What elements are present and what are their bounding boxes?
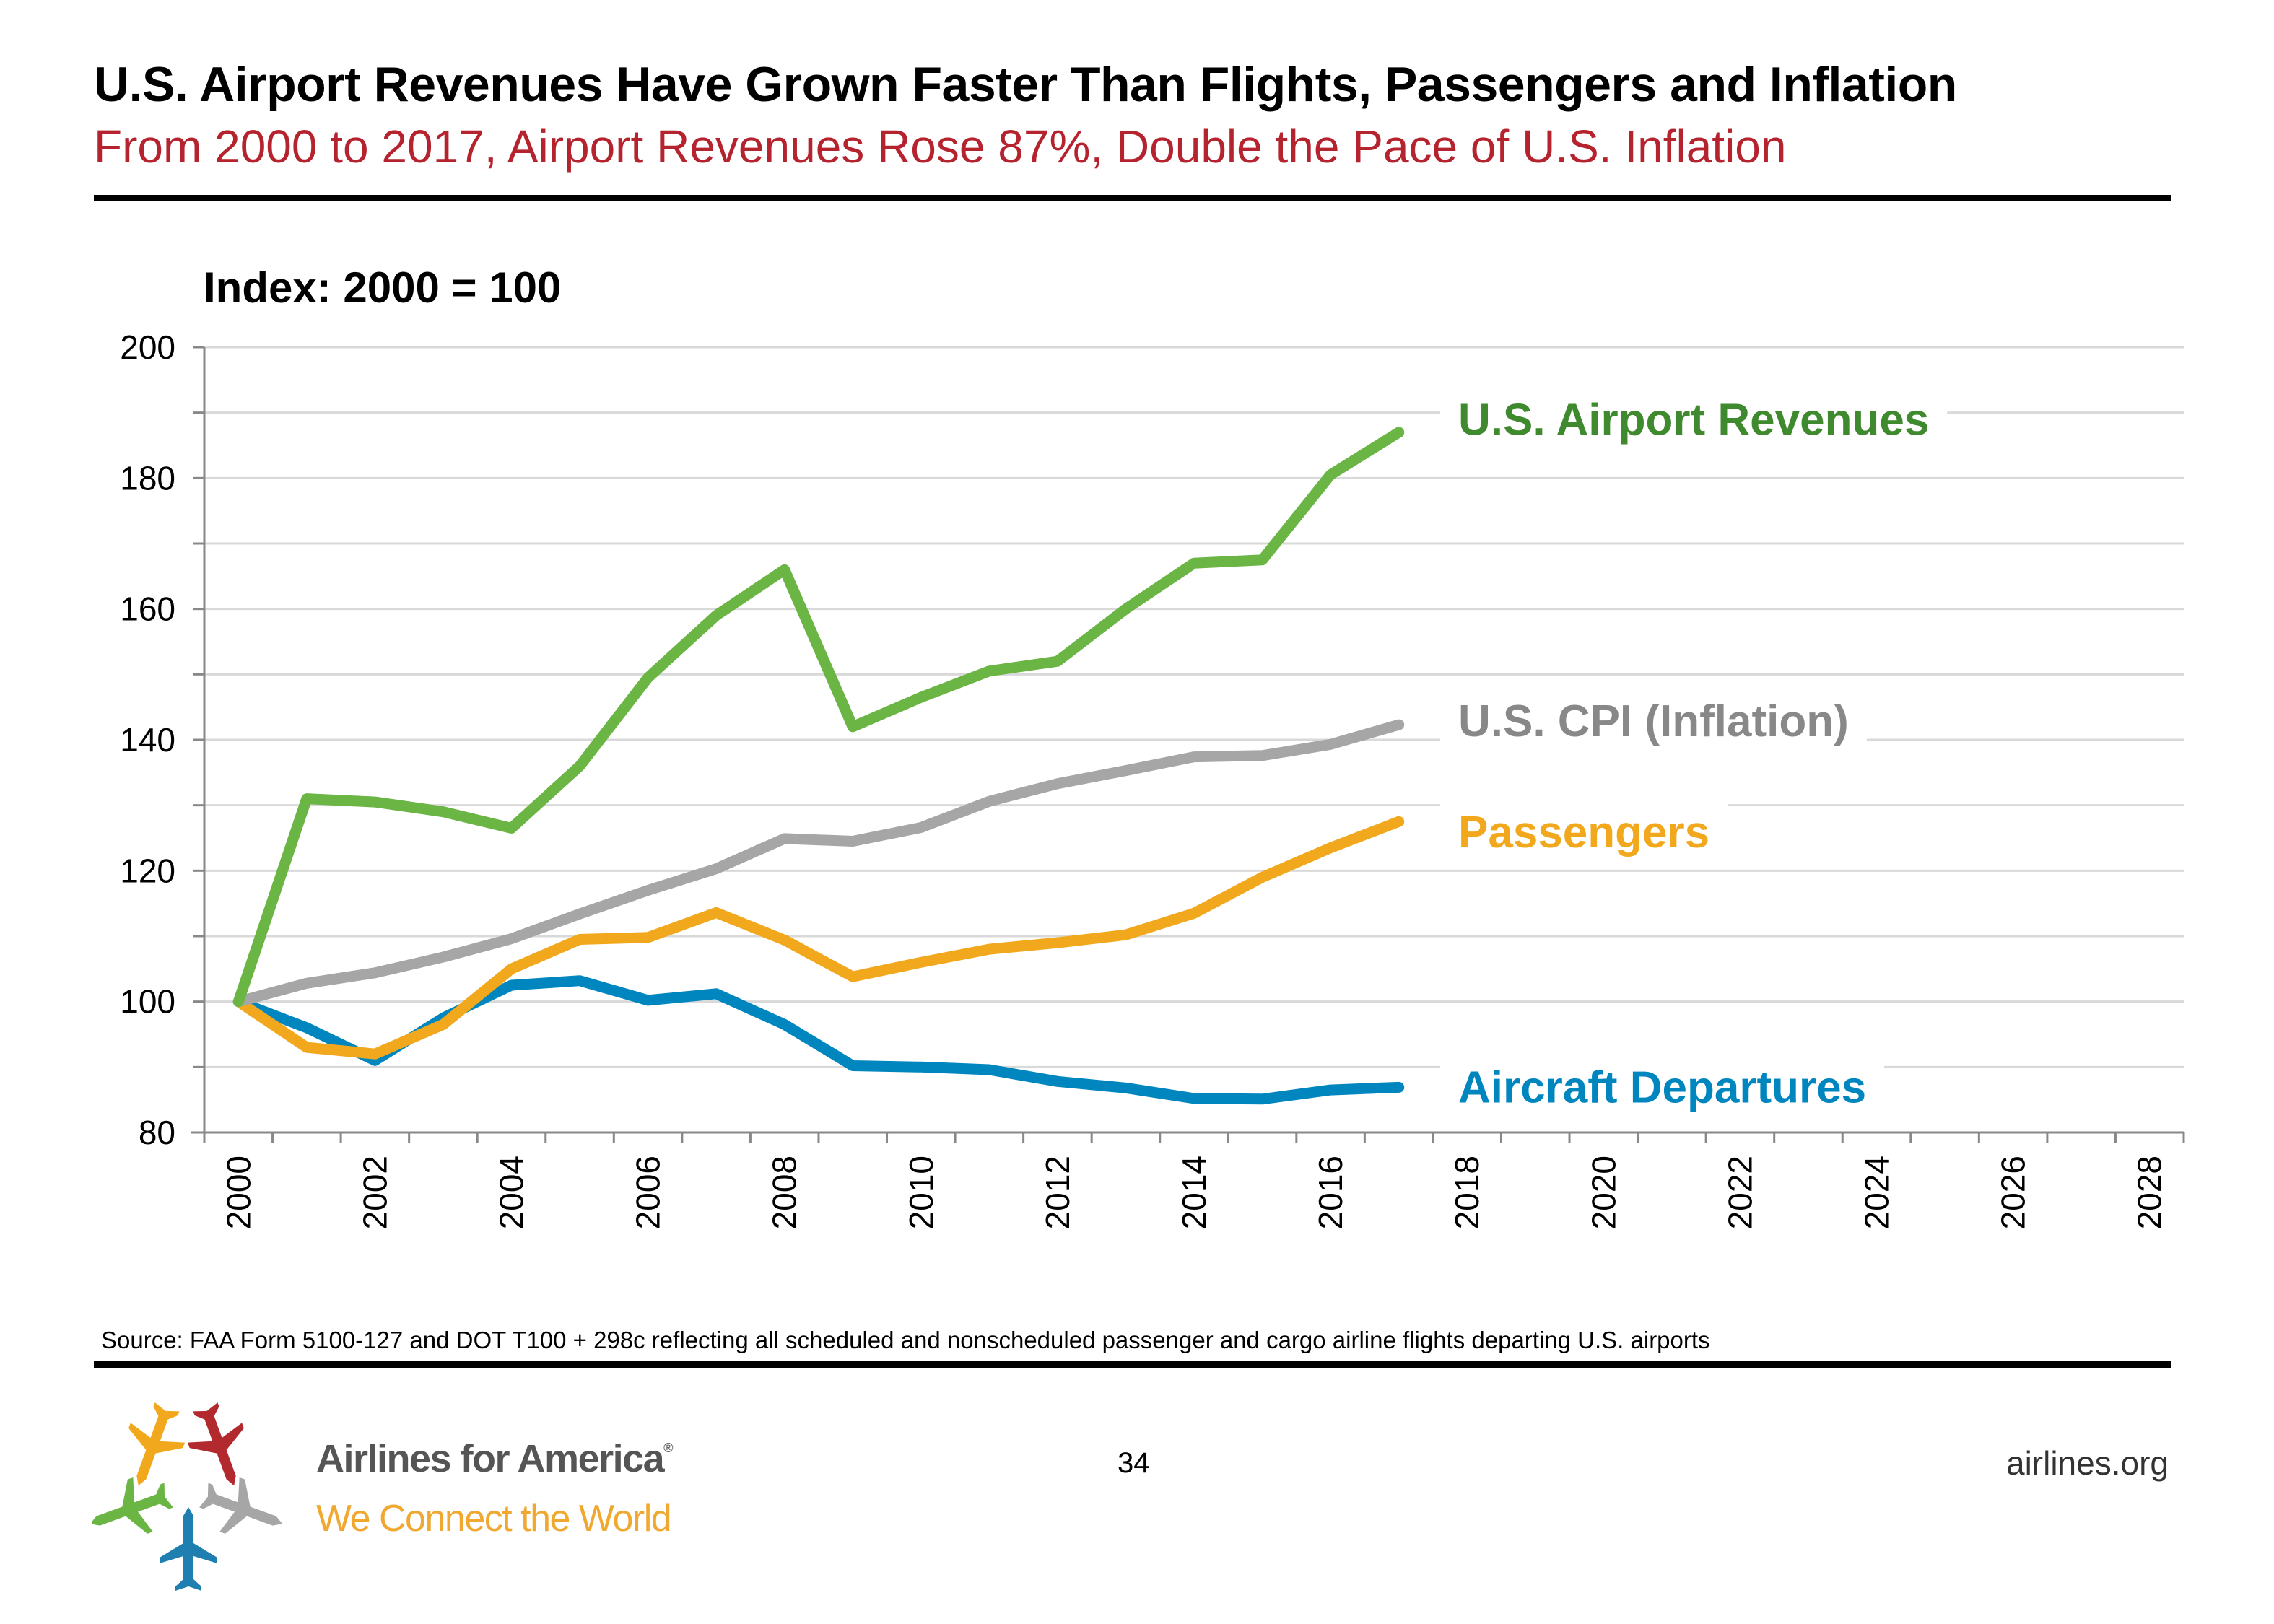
y-tick-label: 180 <box>120 459 175 497</box>
axes <box>191 346 2185 1143</box>
series-lines <box>232 427 1405 1105</box>
x-tick-label: 2002 <box>356 1156 393 1229</box>
brand-name-text: Airlines for America <box>316 1437 665 1480</box>
x-tick-label: 2000 <box>219 1156 257 1229</box>
x-tick-label: 2014 <box>1175 1156 1213 1229</box>
y-tick-label: 100 <box>120 983 175 1021</box>
label-backing <box>1440 1055 1885 1120</box>
x-tick-label: 2026 <box>1995 1156 2032 1229</box>
header-divider <box>94 195 2171 201</box>
registered-mark: ® <box>663 1441 673 1455</box>
page-number: 34 <box>1118 1447 1150 1479</box>
website-link[interactable]: airlines.org <box>2006 1444 2169 1482</box>
slide-title: U.S. Airport Revenues Have Grown Faster … <box>94 57 1957 112</box>
x-tick-label: 2012 <box>1039 1156 1076 1229</box>
series-labels: U.S. Airport Revenues U.S. CPI (Inflation… <box>1440 388 1948 1120</box>
label-backing <box>1440 800 1728 865</box>
label-backing <box>1440 388 1948 453</box>
y-tick-label: 160 <box>120 590 175 628</box>
x-tick-label: 2008 <box>766 1156 803 1229</box>
chart-index-label: Index: 2000 = 100 <box>204 263 562 312</box>
y-tick-label: 200 <box>120 328 175 366</box>
label-backing <box>1440 689 1867 754</box>
x-tick-label: 2024 <box>1858 1156 1896 1229</box>
series-label-revenues: U.S. Airport Revenues <box>1458 396 1929 445</box>
brand-tagline: We Connect the World <box>316 1498 672 1540</box>
source-note: Source: FAA Form 5100-127 and DOT T100 +… <box>101 1327 1710 1353</box>
x-tick-label: 2016 <box>1312 1156 1349 1229</box>
x-tick-label: 2020 <box>1585 1156 1622 1229</box>
slide-subtitle: From 2000 to 2017, Airport Revenues Rose… <box>94 121 1787 173</box>
series-label-cpi: U.S. CPI (Inflation) <box>1458 697 1849 746</box>
x-tick-label: 2010 <box>902 1156 940 1229</box>
plane-blue-icon <box>160 1507 217 1591</box>
x-tick-label: 2018 <box>1448 1156 1486 1229</box>
brand-name: Airlines for America® <box>316 1436 673 1481</box>
y-axis-ticks: 80 100 120 140 160 180 200 <box>120 328 175 1151</box>
y-tick-label: 140 <box>120 721 175 759</box>
footer-divider <box>94 1361 2171 1368</box>
x-axis-ticks: 2000 2002 2004 2006 2008 2010 2012 2014 2016 2018… <box>219 1156 2168 1229</box>
plane-green-icon <box>92 1477 173 1534</box>
series-line-cpi <box>232 719 1405 1008</box>
x-tick-label: 2006 <box>630 1156 667 1229</box>
series-line-passengers <box>232 816 1405 1060</box>
x-tick-label: 2028 <box>2131 1156 2169 1229</box>
series-label-passengers: Passengers <box>1458 808 1709 857</box>
plane-gray-icon <box>199 1477 283 1534</box>
gridlines <box>204 346 2184 1068</box>
y-tick-label: 120 <box>120 852 175 889</box>
x-tick-label: 2022 <box>1721 1156 1759 1229</box>
series-line-revenues <box>232 427 1405 1008</box>
y-tick-label: 80 <box>139 1114 175 1151</box>
x-tick-label: 2004 <box>492 1156 530 1229</box>
plane-red-icon <box>187 1402 244 1486</box>
plane-orange-icon <box>128 1402 186 1486</box>
airlines-for-america-logo-icon <box>92 1402 283 1591</box>
series-label-departures: Aircraft Departures <box>1458 1063 1866 1113</box>
